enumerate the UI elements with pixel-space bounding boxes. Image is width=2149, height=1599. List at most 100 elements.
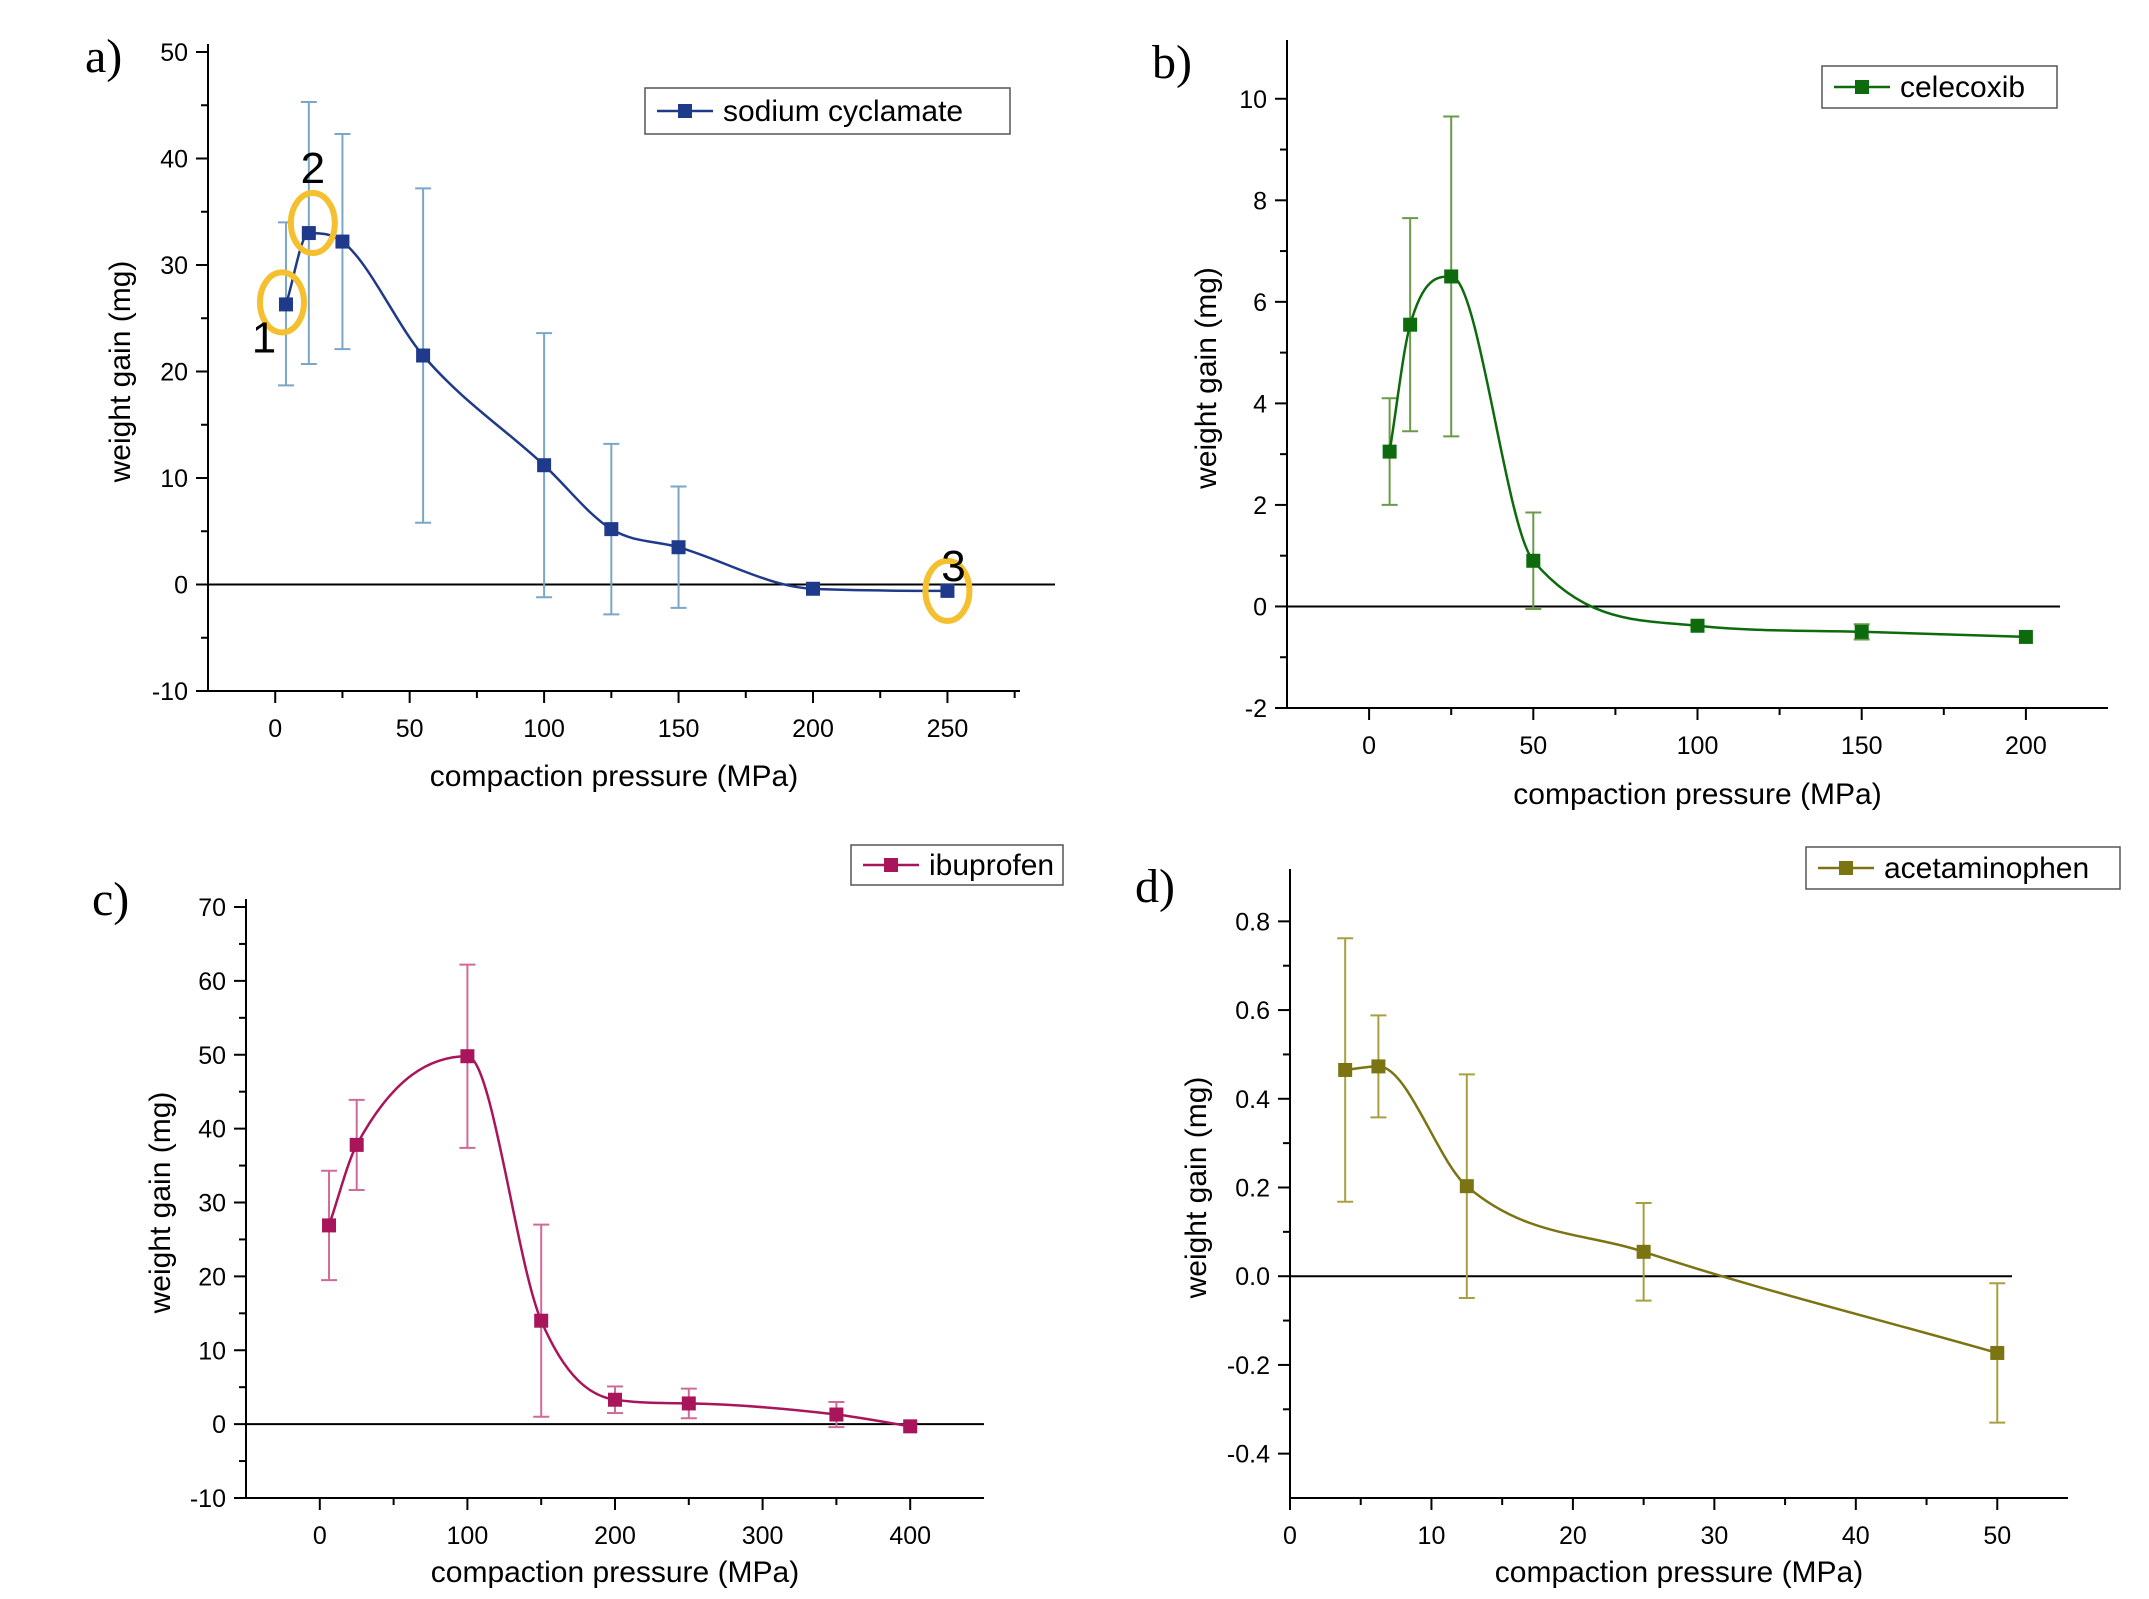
x-tick-label: 50: [396, 715, 424, 743]
y-tick-label: 40: [198, 1116, 226, 1144]
data-point: [322, 1218, 337, 1233]
data-point: [335, 234, 350, 249]
x-tick-label: 100: [523, 715, 565, 743]
y-tick-label: -0.4: [1227, 1441, 1270, 1469]
x-tick-label: 10: [1418, 1522, 1446, 1550]
x-tick-label: 0: [313, 1522, 327, 1550]
y-tick-label: 0.8: [1235, 908, 1270, 936]
y-tick-label: 20: [160, 359, 188, 387]
y-axis-title: weight gain (mg): [1190, 267, 1223, 490]
data-point: [1371, 1059, 1386, 1074]
data-point: [1338, 1062, 1353, 1077]
panel-label: a): [85, 30, 122, 83]
y-tick-label: 2: [1253, 492, 1267, 520]
series-line: [284, 231, 948, 593]
x-tick-label: 250: [927, 715, 969, 743]
y-tick-label: 0: [174, 572, 188, 600]
y-tick-label: 0.2: [1235, 1175, 1270, 1203]
data-point: [278, 297, 293, 312]
x-tick-label: 0: [1283, 1522, 1297, 1550]
y-tick-label: -2: [1245, 695, 1267, 723]
legend-label: celecoxib: [1900, 71, 2025, 104]
x-tick-label: 30: [1700, 1522, 1728, 1550]
y-tick-label: 8: [1253, 187, 1267, 215]
x-tick-label: 0: [1362, 732, 1376, 760]
panel-label: b): [1152, 36, 1192, 89]
legend-label: sodium cyclamate: [723, 95, 963, 128]
y-tick-label: 4: [1253, 390, 1267, 418]
data-point: [301, 226, 316, 241]
y-tick-label: 0.4: [1235, 1086, 1270, 1114]
data-point: [1444, 269, 1459, 284]
x-axis-title: compaction pressure (MPa): [1495, 1556, 1863, 1589]
y-tick-label: 10: [198, 1337, 226, 1365]
x-axis-title: compaction pressure (MPa): [1513, 778, 1881, 811]
y-axis-title: weight gain (mg): [144, 1092, 177, 1315]
panel-d: d) -0.4 -0.2 0.0 0.2 0.4 0.6 0.8 0 10 20 30 40 50 comp…: [1135, 846, 2121, 1589]
y-tick-label: 70: [198, 894, 226, 922]
highlight-ring: [922, 557, 973, 624]
annotation-label: 1: [252, 313, 276, 362]
y-tick-label: -0.2: [1227, 1352, 1270, 1380]
legend-marker: [1855, 80, 1869, 94]
panel-c: c) -10 0 10 20 30 40 50 60 70 0 100 200 300 400 compact…: [92, 844, 1064, 1589]
y-tick-label: 10: [160, 465, 188, 493]
x-axis-title: compaction pressure (MPa): [431, 1556, 799, 1589]
series-line: [1388, 275, 2026, 639]
data-point: [829, 1407, 844, 1422]
data-point: [1854, 624, 1869, 639]
y-tick-label: -10: [190, 1485, 226, 1513]
x-tick-label: 300: [742, 1522, 784, 1550]
data-point: [1990, 1345, 2005, 1360]
panel-a: a) -10 0 10 20 30 40 50 0 50 100 150 200 250 compactio…: [85, 30, 1055, 793]
y-tick-label: 30: [160, 252, 188, 280]
data-point: [940, 583, 955, 598]
x-tick-label: 200: [594, 1522, 636, 1550]
y-tick-label: 30: [198, 1190, 226, 1218]
x-tick-label: 150: [1841, 732, 1883, 760]
y-tick-label: 60: [198, 968, 226, 996]
data-point: [416, 348, 431, 363]
data-point: [604, 522, 619, 537]
x-tick-label: 400: [889, 1522, 931, 1550]
x-tick-label: 150: [658, 715, 700, 743]
y-tick-label: 50: [160, 39, 188, 67]
legend-label: ibuprofen: [929, 849, 1054, 882]
data-point: [1636, 1244, 1651, 1259]
data-point: [460, 1049, 475, 1064]
data-point: [903, 1419, 918, 1434]
legend-label: acetaminophen: [1884, 852, 2089, 885]
x-axis-title: compaction pressure (MPa): [430, 760, 798, 793]
data-point: [681, 1396, 696, 1411]
data-point: [608, 1392, 622, 1407]
data-point: [349, 1137, 364, 1152]
data-point: [1403, 317, 1418, 332]
panel-label: c): [92, 873, 129, 926]
legend-marker: [1839, 861, 1853, 875]
x-tick-label: 40: [1842, 1522, 1870, 1550]
y-tick-label: 40: [160, 146, 188, 174]
legend-marker: [884, 858, 898, 872]
y-tick-label: 50: [198, 1042, 226, 1070]
y-axis-title: weight gain (mg): [1180, 1077, 1213, 1300]
highlight-ring: [256, 269, 307, 336]
y-tick-label: -10: [152, 678, 188, 706]
annotation-label: 2: [301, 144, 325, 193]
annotation-label: 3: [941, 542, 965, 591]
x-tick-label: 200: [792, 715, 834, 743]
data-point: [1382, 444, 1397, 459]
y-tick-label: 20: [198, 1263, 226, 1291]
x-tick-label: 100: [447, 1522, 489, 1550]
x-tick-label: 50: [1519, 732, 1547, 760]
highlight-ring: [287, 190, 338, 257]
y-tick-label: 0: [1253, 593, 1267, 621]
panel-label: d): [1135, 860, 1175, 913]
x-tick-label: 20: [1559, 1522, 1587, 1550]
y-tick-label: 6: [1253, 289, 1267, 317]
data-point: [1526, 553, 1541, 568]
y-tick-label: 0.6: [1235, 997, 1270, 1025]
data-point: [671, 540, 686, 555]
x-tick-label: 200: [2005, 732, 2047, 760]
x-tick-label: 50: [1983, 1522, 2011, 1550]
